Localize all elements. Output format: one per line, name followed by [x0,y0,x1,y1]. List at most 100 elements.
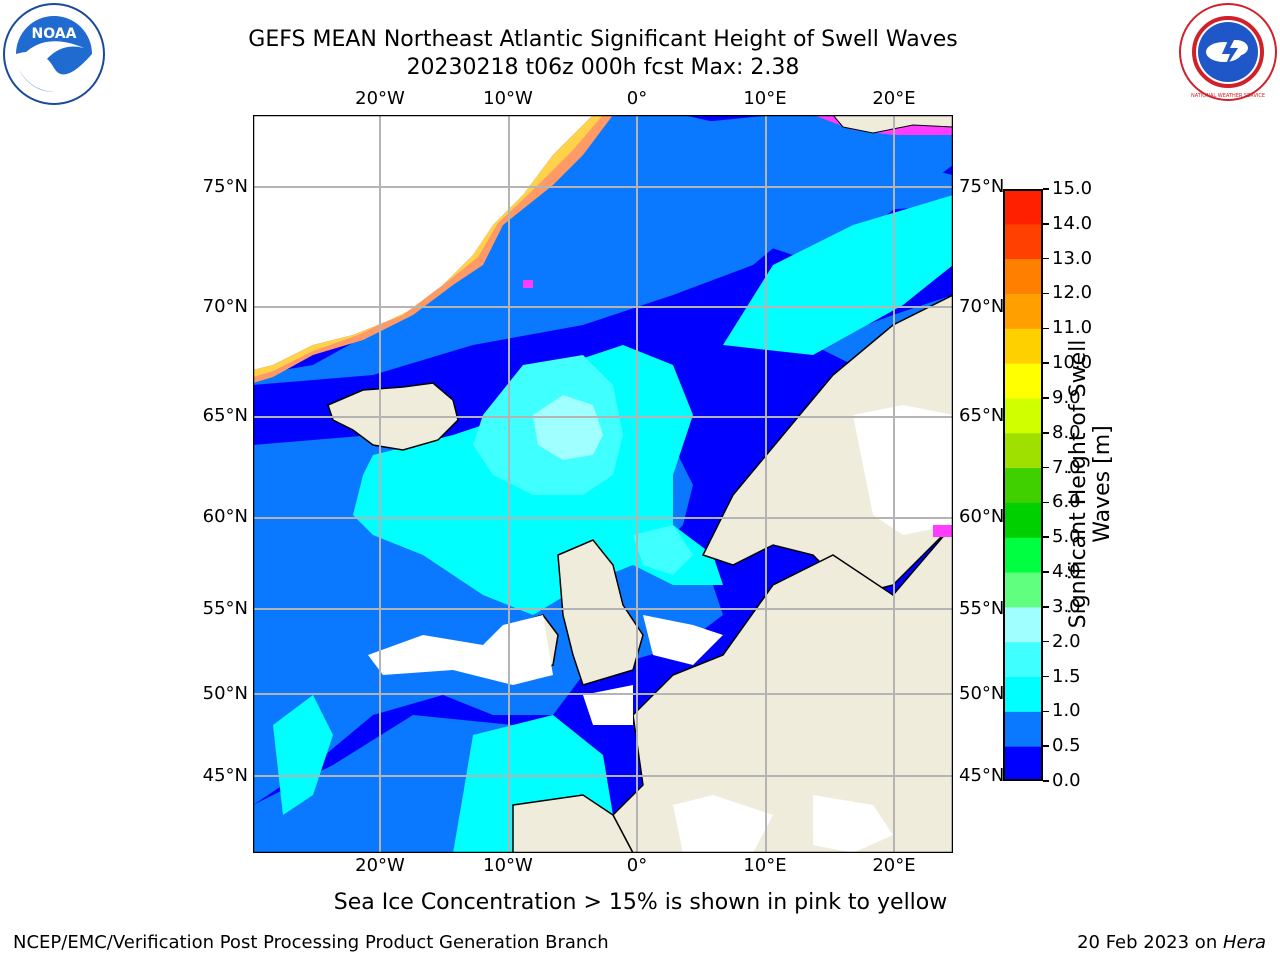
footer-branch: NCEP/EMC/Verification Post Processing Pr… [13,932,609,953]
colorbar [1003,189,1043,782]
chart-subtitle: 20230218 t06z 000h fcst Max: 2.38 [406,55,800,80]
colorbar-tick-mark [1043,606,1049,608]
iberia-land [512,794,634,853]
colorbar-tick-mark [1043,188,1049,190]
lat-tick-right-65n: 65°N [959,405,1005,426]
colorbar-segment [1003,711,1043,747]
colorbar-segment [1003,641,1043,678]
map-canvas [252,114,954,854]
colorbar-tick-label: 10.0 [1052,352,1093,374]
colorbar-tick-label: 1.0 [1052,700,1081,722]
chart-title: GEFS MEAN Northeast Atlantic Significant… [248,27,958,52]
missing-patches [368,615,893,853]
lat-tick-left-70n: 70°N [202,296,248,317]
colorbar-tick-label: 0.5 [1052,735,1081,757]
colorbar-ticks: 0.0 0.5 1.0 1.5 2.0 3.0 4.0 5.0 6.0 7.0 8.0 9.0 10.0… [1043,179,1103,799]
lat-tick-right-60n: 60°N [959,506,1005,527]
colorbar-segment [1003,363,1043,399]
lon-tick-top-0: 0° [626,88,648,109]
lat-tick-left-50n: 50°N [202,683,248,704]
colorbar-tick-mark [1043,640,1049,643]
lon-tick-bottom-0: 0° [626,855,648,876]
colorbar-segment [1003,189,1043,225]
colorbar-tick-mark [1043,432,1049,434]
lon-tick-bottom-10w: 10°W [483,855,533,876]
swell-band-20-30 [533,395,603,460]
lat-tick-right-45n: 45°N [959,765,1005,786]
colorbar-tick-label: 5.0 [1052,526,1081,548]
colorbar-segment [1003,676,1043,712]
colorbar-segment [1003,258,1043,294]
colorbar-segment [1003,397,1043,434]
colorbar-tick-label: 13.0 [1052,247,1093,269]
lat-tick-left-65n: 65°N [202,405,248,426]
colorbar-segment [1003,502,1043,538]
colorbar-tick-label: 8.0 [1052,421,1081,443]
colorbar-tick-mark [1043,745,1049,747]
colorbar-tick-mark [1043,362,1049,364]
colorbar-tick-label: 1.5 [1052,665,1081,687]
lat-tick-left-60n: 60°N [202,506,248,527]
colorbar-segment [1003,537,1043,573]
lon-tick-top-10w: 10°W [483,88,533,109]
colorbar-segment [1003,572,1043,608]
colorbar-tick-label: 14.0 [1052,212,1093,234]
colorbar-tick-mark [1043,501,1049,504]
colorbar-tick-label: 12.0 [1052,282,1093,304]
colorbar-tick-mark [1043,536,1049,538]
colorbar-tick-label: 6.0 [1052,491,1081,513]
colorbar-tick-mark [1043,780,1049,782]
colorbar-segment [1003,467,1043,503]
lat-tick-right-70n: 70°N [959,296,1005,317]
colorbar-tick-label: 2.0 [1052,630,1081,652]
europe-land [612,523,953,853]
lon-tick-top-20w: 20°W [355,88,405,109]
nws-logo: NATIONAL WEATHER SERVICE [1178,2,1278,102]
colorbar-segment [1003,432,1043,469]
colorbar-label: Significant Height of Swell Waves [m] [1066,339,1115,629]
colorbar-tick-label: 11.0 [1052,317,1093,339]
colorbar-tick-label: 7.0 [1052,456,1081,478]
colorbar-segment [1003,746,1043,782]
lon-tick-top-20e: 20°E [872,88,916,109]
colorbar-tick-label: 3.0 [1052,595,1081,617]
colorbar-tick-label: 0.0 [1052,770,1081,791]
lon-tick-bottom-10e: 10°E [743,855,787,876]
colorbar-tick-mark [1043,571,1049,573]
lon-tick-top-10e: 10°E [743,88,787,109]
colorbar-segment [1003,223,1043,260]
gulf-finland-ice [933,525,953,537]
colorbar-tick-mark [1043,327,1049,330]
colorbar-tick-mark [1043,710,1049,713]
colorbar-segment [1003,293,1043,329]
colorbar-border [1003,189,1043,781]
sea-ice-note: Sea Ice Concentration > 15% is shown in … [333,890,948,915]
nws-logo-text: NATIONAL WEATHER SERVICE [1191,93,1265,99]
colorbar-segment [1003,328,1043,364]
noaa-logo: NOAA [2,2,106,106]
baltic-missing [853,405,953,535]
colorbar-tick-mark [1043,675,1049,678]
lat-tick-left-45n: 45°N [202,765,248,786]
colorbar-segment [1003,606,1043,643]
noaa-logo-text: NOAA [32,26,77,42]
colorbar-tick-mark [1043,397,1049,399]
colorbar-tick-mark [1043,466,1049,469]
lat-tick-right-50n: 50°N [959,683,1005,704]
lat-tick-right-55n: 55°N [959,598,1005,619]
map-grid [253,115,953,853]
colorbar-tick-mark [1043,223,1049,225]
lon-tick-bottom-20w: 20°W [355,855,405,876]
colorbar-tick-mark [1043,292,1049,295]
lon-tick-bottom-20e: 20°E [872,855,916,876]
footer-host: Hera [1222,932,1266,953]
lat-tick-left-55n: 55°N [202,598,248,619]
footer-date-text: 20 Feb 2023 on [1077,932,1223,953]
colorbar-tick-label: 9.0 [1052,386,1081,408]
lat-tick-left-75n: 75°N [202,176,248,197]
map-panel [252,114,954,854]
colorbar-tick-mark [1043,257,1049,260]
lat-tick-right-75n: 75°N [959,176,1005,197]
colorbar-tick-label: 15.0 [1052,178,1093,199]
footer-date: 20 Feb 2023 on Hera [1077,933,1266,953]
